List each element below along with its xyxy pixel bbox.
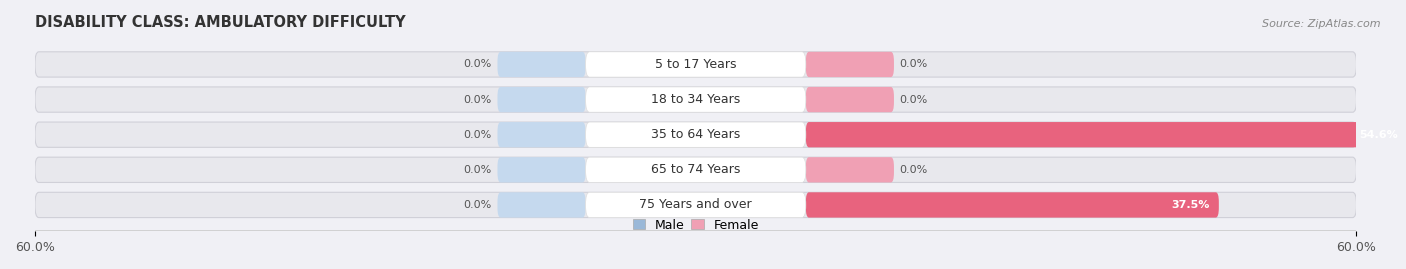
Text: 0.0%: 0.0% bbox=[900, 59, 928, 69]
FancyBboxPatch shape bbox=[498, 122, 585, 147]
Text: 0.0%: 0.0% bbox=[900, 165, 928, 175]
FancyBboxPatch shape bbox=[35, 122, 1357, 147]
Text: 75 Years and over: 75 Years and over bbox=[640, 199, 752, 211]
Text: 0.0%: 0.0% bbox=[900, 95, 928, 105]
FancyBboxPatch shape bbox=[585, 192, 806, 218]
FancyBboxPatch shape bbox=[35, 87, 1357, 112]
FancyBboxPatch shape bbox=[585, 122, 806, 147]
FancyBboxPatch shape bbox=[498, 157, 585, 182]
FancyBboxPatch shape bbox=[806, 87, 894, 112]
FancyBboxPatch shape bbox=[498, 52, 585, 77]
Text: Source: ZipAtlas.com: Source: ZipAtlas.com bbox=[1263, 19, 1381, 29]
Text: 35 to 64 Years: 35 to 64 Years bbox=[651, 128, 741, 141]
FancyBboxPatch shape bbox=[585, 157, 806, 182]
Text: 54.6%: 54.6% bbox=[1360, 130, 1399, 140]
Text: 37.5%: 37.5% bbox=[1171, 200, 1211, 210]
FancyBboxPatch shape bbox=[806, 122, 1406, 147]
Text: DISABILITY CLASS: AMBULATORY DIFFICULTY: DISABILITY CLASS: AMBULATORY DIFFICULTY bbox=[35, 15, 405, 30]
Text: 0.0%: 0.0% bbox=[464, 165, 492, 175]
Text: 0.0%: 0.0% bbox=[464, 200, 492, 210]
FancyBboxPatch shape bbox=[806, 52, 894, 77]
FancyBboxPatch shape bbox=[498, 192, 585, 218]
FancyBboxPatch shape bbox=[806, 157, 894, 182]
Text: 18 to 34 Years: 18 to 34 Years bbox=[651, 93, 741, 106]
FancyBboxPatch shape bbox=[498, 87, 585, 112]
Legend: Male, Female: Male, Female bbox=[627, 214, 763, 237]
FancyBboxPatch shape bbox=[585, 52, 806, 77]
FancyBboxPatch shape bbox=[585, 87, 806, 112]
FancyBboxPatch shape bbox=[35, 52, 1357, 77]
FancyBboxPatch shape bbox=[35, 192, 1357, 218]
Text: 65 to 74 Years: 65 to 74 Years bbox=[651, 163, 741, 176]
FancyBboxPatch shape bbox=[35, 157, 1357, 182]
Text: 5 to 17 Years: 5 to 17 Years bbox=[655, 58, 737, 71]
FancyBboxPatch shape bbox=[806, 192, 1219, 218]
Text: 0.0%: 0.0% bbox=[464, 130, 492, 140]
Text: 0.0%: 0.0% bbox=[464, 59, 492, 69]
Text: 0.0%: 0.0% bbox=[464, 95, 492, 105]
